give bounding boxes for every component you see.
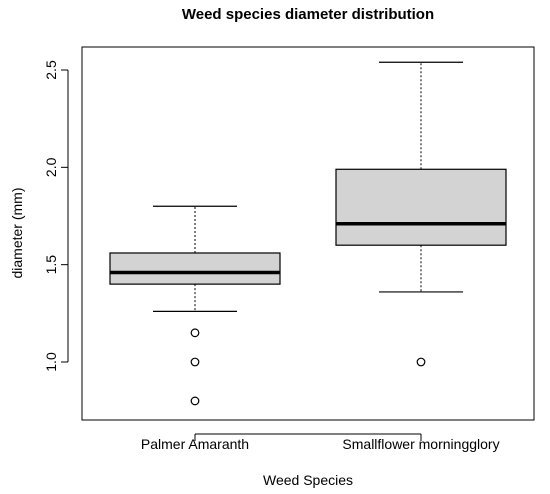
y-tick-label-2: 2.0 (43, 157, 59, 177)
iqr-box (109, 252, 281, 285)
box-group-1 (335, 61, 507, 367)
outlier-point-2 (190, 396, 200, 406)
box-group-0 (109, 205, 281, 406)
x-tick-label-1: Smallflower morningglory (342, 436, 499, 452)
y-axis: 1.0 1.5 2.0 2.5 (43, 60, 69, 372)
chart-title: Weed species diameter distribution (182, 6, 434, 23)
boxes (109, 61, 507, 406)
outlier-point-1 (190, 357, 200, 367)
iqr-box (335, 168, 507, 246)
outlier-point-0 (190, 328, 200, 338)
outlier-point-0 (416, 357, 426, 367)
x-axis: Palmer Amaranth Smallflower morningglory (141, 433, 500, 452)
y-tick-label-1: 1.5 (43, 255, 59, 275)
x-tick-label-0: Palmer Amaranth (141, 436, 249, 452)
y-axis-label: diameter (mm) (9, 187, 25, 278)
y-tick-label-3: 2.5 (43, 60, 59, 80)
plot-frame (81, 46, 535, 421)
x-axis-label: Weed Species (263, 472, 353, 488)
y-tick-label-0: 1.0 (43, 352, 59, 372)
